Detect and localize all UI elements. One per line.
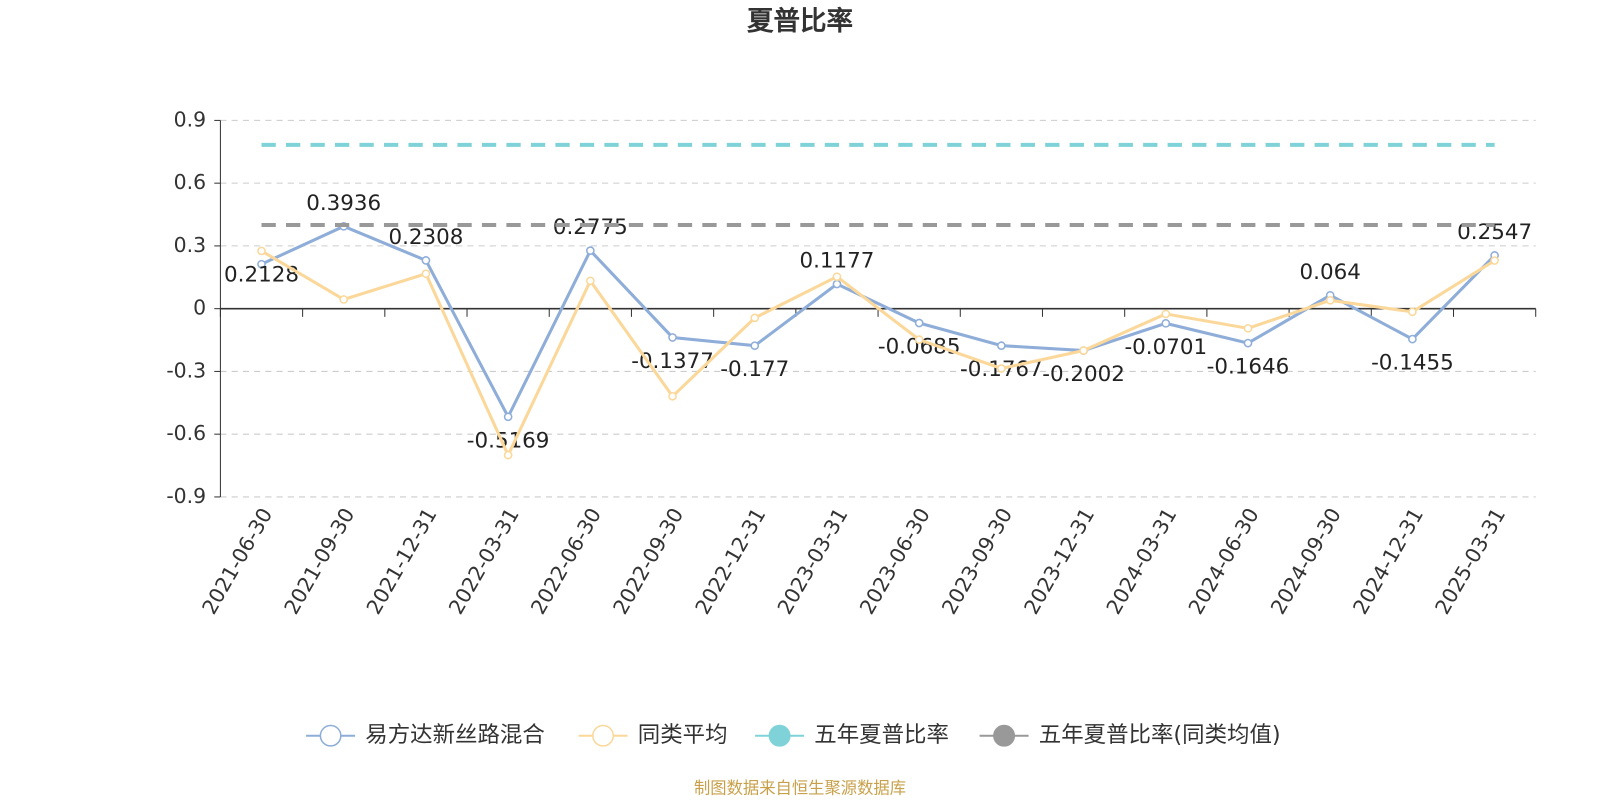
- data-label: -0.1455: [1371, 351, 1454, 376]
- data-label: -0.5169: [467, 428, 550, 453]
- point: [1161, 309, 1171, 319]
- point: [1408, 334, 1417, 344]
- legend-marker: [993, 724, 1016, 747]
- legend-label: 同类平均: [638, 722, 728, 748]
- data-label: 0.064: [1300, 260, 1361, 285]
- legend-marker: [319, 724, 342, 747]
- x-tick-label: 2024-09-30: [1266, 504, 1346, 619]
- legend-label: 五年夏普比率: [814, 722, 949, 748]
- point: [1325, 295, 1335, 305]
- point: [750, 341, 760, 351]
- point: [832, 272, 842, 282]
- y-tick-label: -0.3: [166, 358, 206, 382]
- data-label: 0.3936: [306, 191, 381, 216]
- legend-label: 易方达新丝路混合: [365, 722, 545, 748]
- x-tick-label: 2024-06-30: [1184, 504, 1264, 619]
- x-tick-label: 2024-12-31: [1348, 504, 1428, 619]
- x-tick-label: 2023-06-30: [855, 504, 935, 619]
- x-tick-label: 2024-03-31: [1101, 504, 1181, 619]
- x-tick-label: 2023-03-31: [773, 504, 853, 619]
- point: [750, 313, 760, 323]
- x-tick-label: 2022-09-30: [608, 504, 688, 619]
- x-tick-label: 2022-12-31: [690, 504, 770, 619]
- y-tick-label: 0.3: [174, 233, 206, 257]
- point: [832, 279, 842, 289]
- point: [1243, 338, 1253, 348]
- point: [1243, 323, 1253, 333]
- x-tick-label: 2022-03-31: [444, 504, 524, 619]
- x-tick-label: 2022-06-30: [526, 504, 606, 619]
- data-label: 0.1177: [800, 249, 875, 274]
- point: [421, 269, 431, 279]
- x-tick-label: 2021-12-31: [362, 504, 442, 619]
- point: [997, 364, 1006, 373]
- x-tick-label: 2023-09-30: [937, 504, 1017, 619]
- point: [1408, 307, 1417, 317]
- series-line: [260, 249, 1496, 459]
- source: 制图数据来自恒生聚源数据库: [694, 778, 906, 797]
- point: [257, 246, 266, 256]
- point: [339, 295, 349, 304]
- x-tick-label: 2021-06-30: [197, 504, 277, 619]
- point: [503, 450, 513, 460]
- data-label: 0.2308: [388, 225, 463, 250]
- data-label: -0.0701: [1124, 335, 1207, 360]
- point: [586, 246, 595, 255]
- data-label: -0.2002: [1042, 362, 1125, 387]
- legend-label: 五年夏普比率(同类均值): [1039, 722, 1281, 748]
- point: [997, 341, 1006, 350]
- point: [914, 318, 924, 328]
- point: [503, 412, 513, 422]
- x-tick-label: 2023-12-31: [1019, 504, 1099, 619]
- point: [586, 276, 595, 286]
- y-tick-label: 0.6: [174, 170, 206, 194]
- chart-title: 夏普比率: [747, 6, 853, 37]
- y-tick-label: 0.9: [174, 107, 206, 131]
- series-line: [260, 224, 1496, 421]
- y-tick-label: -0.9: [166, 484, 206, 508]
- data-label: -0.177: [720, 357, 789, 382]
- legend-marker: [592, 724, 615, 747]
- y-tick-label: 0: [193, 296, 206, 320]
- data-label: 0.2775: [553, 215, 628, 240]
- point: [1161, 319, 1171, 328]
- data-label: -0.1646: [1207, 355, 1290, 380]
- x-tick-label: 2025-03-31: [1430, 504, 1510, 619]
- point: [914, 335, 924, 344]
- point: [1490, 256, 1499, 265]
- point: [668, 333, 677, 342]
- point: [668, 391, 677, 401]
- point: [1079, 346, 1088, 355]
- point: [421, 256, 431, 265]
- legend-marker: [768, 724, 791, 747]
- y-tick-label: -0.6: [166, 421, 206, 445]
- x-tick-label: 2021-09-30: [279, 504, 359, 619]
- point: [257, 259, 266, 269]
